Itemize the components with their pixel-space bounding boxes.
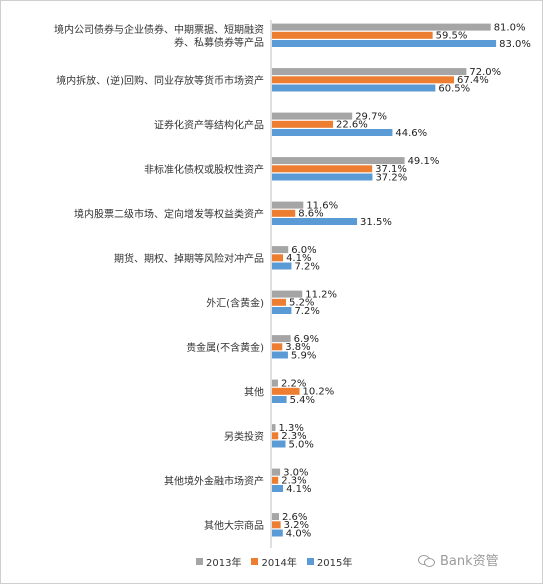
wechat-icon [418, 553, 436, 567]
data-label-2014年-0: 59.5% [436, 31, 468, 42]
category-label-3: 非标准化债权或股权性资产 [144, 163, 264, 176]
data-label-2015年-9: 5.0% [289, 439, 314, 450]
bar-2013年-7 [272, 335, 291, 343]
bar-2015年-10 [272, 485, 284, 492]
data-label-2014年-6: 5.2% [289, 298, 314, 309]
bar-2015年-8 [272, 396, 287, 403]
bar-2014年-9 [272, 432, 279, 440]
bar-2015年-4 [272, 218, 358, 225]
category-label-1: 境内拆放、(逆)回购、同业存放等货币市场资产 [56, 74, 264, 87]
data-label-2015年-4: 31.5% [360, 217, 392, 228]
data-label-2015年-8: 5.4% [290, 395, 315, 406]
legend-item-2013: 2013年 [196, 554, 241, 569]
watermark: Bank资管 [418, 550, 499, 569]
bar-2014年-8 [272, 387, 300, 395]
bar-2013年-6 [272, 290, 303, 298]
bar-2013年-9 [272, 424, 276, 432]
category-label-11: 其他大宗商品 [204, 519, 264, 532]
data-label-2015年-7: 5.9% [291, 350, 316, 361]
data-label-2015年-2: 44.6% [395, 128, 427, 139]
data-label-2013年-0: 81.0% [494, 22, 526, 33]
bar-2015年-1 [272, 84, 436, 92]
bar-2013年-0 [272, 23, 491, 31]
bar-2014年-2 [272, 120, 334, 128]
legend-label-2015: 2015年 [316, 558, 353, 569]
legend-item-2015: 2015年 [306, 554, 353, 569]
bar-2014年-5 [272, 254, 284, 262]
data-label-2013年-2: 29.7% [355, 111, 387, 122]
legend-swatch-2014 [251, 558, 259, 565]
category-label-7: 贵金属(不含黄金) [186, 341, 264, 354]
bar-2015年-5 [272, 262, 292, 270]
data-label-2013年-1: 72.0% [469, 67, 501, 78]
data-label-2014年-1: 67.4% [457, 75, 489, 86]
bar-2013年-10 [272, 468, 281, 476]
data-label-2014年-4: 8.6% [298, 209, 323, 220]
category-label-9: 另类投资 [224, 430, 264, 443]
category-label-0-line-0: 境内公司债券与企业债券、中期票据、短期融资 [54, 23, 264, 36]
data-label-2015年-1: 60.5% [438, 83, 470, 94]
bar-2014年-10 [272, 476, 279, 484]
category-label-8: 其他 [244, 385, 264, 398]
category-label-10: 其他境外金融市场资产 [164, 474, 264, 487]
bar-2013年-11 [272, 513, 280, 521]
bar-2014年-11 [272, 521, 281, 529]
data-label-2015年-5: 7.2% [294, 261, 319, 272]
category-label-0-line-1: 券、私募债券等产品 [174, 36, 264, 49]
data-label-2014年-11: 3.2% [284, 520, 309, 531]
legend: 2013年 2014年 2015年 [196, 554, 352, 569]
data-label-2015年-0: 83.0% [499, 39, 531, 50]
category-label-4: 境内股票二级市场、定向增发等权益类资产 [74, 207, 264, 220]
data-label-2013年-11: 2.6% [282, 512, 307, 523]
data-label-2015年-3: 37.2% [375, 172, 407, 183]
data-label-2014年-7: 3.8% [285, 342, 310, 353]
bar-2014年-7 [272, 343, 283, 351]
bar-2014年-0 [272, 31, 433, 39]
legend-swatch-2015 [306, 558, 314, 565]
bar-2015年-0 [272, 40, 497, 47]
bar-2013年-8 [272, 379, 278, 387]
category-label-5: 期货、期权、掉期等风险对冲产品 [114, 252, 264, 265]
category-label-2: 证券化资产等结构化产品 [154, 118, 264, 131]
bar-2015年-2 [272, 129, 393, 136]
data-label-2015年-11: 4.0% [286, 528, 311, 539]
legend-swatch-2013 [196, 558, 203, 565]
bar-2015年-6 [272, 307, 292, 314]
legend-label-2014: 2014年 [261, 558, 297, 569]
data-label-2013年-8: 2.2% [281, 378, 306, 389]
data-label-2013年-7: 6.9% [294, 334, 319, 345]
data-label-2013年-10: 3.0% [283, 467, 308, 478]
data-label-2014年-2: 22.6% [336, 120, 368, 131]
data-label-2014年-8: 10.2% [303, 387, 335, 398]
bar-2014年-1 [272, 76, 454, 84]
legend-item-2014: 2014年 [251, 554, 297, 569]
data-label-2013年-4: 11.6% [306, 200, 338, 211]
bar-2014年-6 [272, 298, 287, 306]
bar-2015年-3 [272, 173, 373, 181]
bar-2013年-5 [272, 246, 289, 254]
bar-2013年-4 [272, 201, 304, 209]
data-label-2013年-9: 1.3% [279, 423, 304, 434]
data-label-2013年-6: 11.2% [305, 289, 337, 300]
data-label-2013年-5: 6.0% [291, 245, 316, 256]
data-label-2014年-5: 4.1% [286, 253, 311, 264]
bar-2013年-2 [272, 112, 353, 120]
bar-2015年-11 [272, 529, 283, 537]
data-label-2014年-10: 2.3% [281, 476, 306, 487]
bar-2015年-7 [272, 351, 288, 359]
bar-2013年-1 [272, 68, 467, 76]
data-label-2013年-3: 49.1% [408, 156, 440, 167]
bar-2014年-4 [272, 209, 296, 217]
data-label-2015年-10: 4.1% [286, 484, 311, 495]
data-label-2014年-3: 37.1% [375, 164, 407, 175]
data-label-2015年-6: 7.2% [294, 306, 319, 317]
category-label-6: 外汇(含黄金) [206, 296, 264, 309]
bar-2015年-9 [272, 440, 286, 448]
legend-label-2013: 2013年 [206, 558, 242, 569]
bar-2014年-3 [272, 165, 373, 173]
data-label-2014年-9: 2.3% [281, 431, 306, 442]
bar-2013年-3 [272, 157, 405, 165]
watermark-text: Bank资管 [440, 554, 499, 569]
